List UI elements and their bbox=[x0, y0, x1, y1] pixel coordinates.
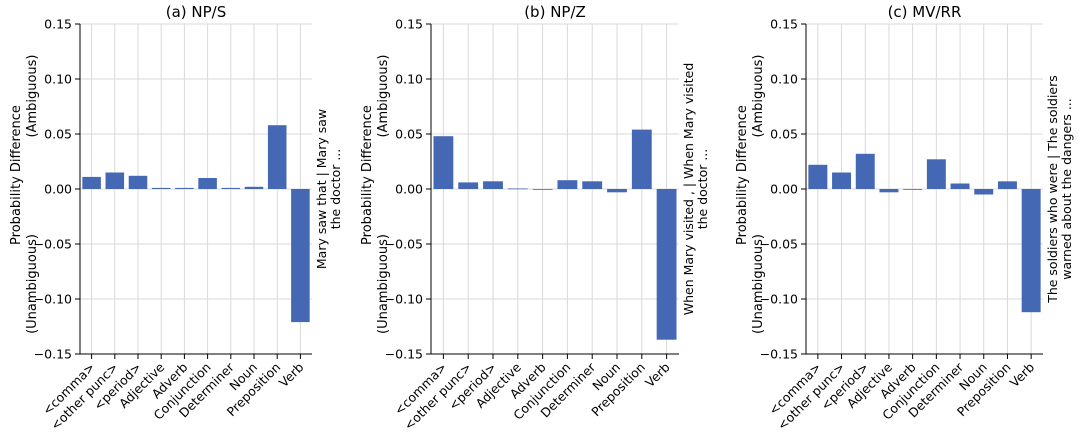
bar-verb bbox=[1021, 189, 1041, 313]
example-sentence-label-continued: the doctor ... bbox=[695, 149, 710, 230]
y-tick-label: 0.00 bbox=[395, 182, 423, 197]
x-tick-label: Verb bbox=[276, 359, 307, 390]
example-sentence-label: Mary saw that | Mary saw bbox=[314, 109, 329, 269]
chart-title: (c) MV/RR bbox=[888, 3, 962, 21]
chart-panel-3: −0.15−0.10−0.050.000.050.100.15<comma><o… bbox=[735, 3, 1074, 433]
y-axis-label-ambiguous: (Ambiguous) bbox=[376, 54, 391, 137]
chart-title: (b) NP/Z bbox=[524, 3, 586, 21]
y-tick-label: −0.15 bbox=[385, 347, 423, 362]
bar-comma bbox=[808, 164, 828, 189]
y-tick-label: −0.05 bbox=[760, 237, 798, 252]
y-tick-label: −0.05 bbox=[34, 237, 72, 252]
bar-otherpunc bbox=[105, 172, 125, 189]
bar-preposition bbox=[997, 181, 1017, 189]
bar-conjunction bbox=[926, 159, 946, 189]
y-axis-label-unambiguous: (Unambiguous) bbox=[25, 234, 40, 334]
chart-panel-1: −0.15−0.10−0.050.000.050.100.15<comma><o… bbox=[9, 3, 343, 433]
bar-otherpunc bbox=[832, 172, 852, 189]
y-tick-label: 0.05 bbox=[395, 127, 423, 142]
bar-noun bbox=[244, 186, 264, 189]
bar-conjunction bbox=[557, 180, 578, 189]
bar-preposition bbox=[631, 129, 652, 189]
y-tick-label: −0.10 bbox=[760, 292, 798, 307]
example-sentence-label-continued: the doctor ... bbox=[328, 149, 343, 230]
y-tick-label: −0.10 bbox=[34, 292, 72, 307]
y-axis-label-ambiguous: (Ambiguous) bbox=[751, 54, 766, 137]
bar-noun bbox=[607, 189, 627, 193]
bar-otherpunc bbox=[458, 182, 479, 189]
y-tick-label: 0.05 bbox=[770, 127, 798, 142]
x-tick-label: Verb bbox=[1007, 359, 1038, 390]
y-axis-label: Probability Difference bbox=[735, 105, 750, 245]
y-tick-label: 0.15 bbox=[395, 17, 423, 32]
bar-adverb bbox=[532, 189, 553, 190]
chart-title: (a) NP/S bbox=[166, 3, 227, 21]
bar-noun bbox=[974, 189, 994, 195]
y-tick-label: 0.15 bbox=[770, 17, 798, 32]
y-tick-label: 0.05 bbox=[44, 127, 72, 142]
bar-determiner bbox=[950, 183, 970, 189]
example-sentence-label: When Mary visited , | When Mary visited bbox=[681, 63, 696, 316]
y-tick-label: 0.10 bbox=[44, 72, 72, 87]
bar-determiner bbox=[221, 187, 241, 189]
example-sentence-label-continued: warned about the dangers ... bbox=[1059, 98, 1074, 280]
y-axis-label-unambiguous: (Unambiguous) bbox=[751, 234, 766, 334]
bar-period bbox=[483, 181, 503, 189]
y-tick-label: −0.05 bbox=[385, 237, 423, 252]
bar-period bbox=[128, 175, 148, 189]
bar-adjective bbox=[151, 187, 171, 189]
bar-period bbox=[855, 153, 875, 189]
y-tick-label: −0.10 bbox=[385, 292, 423, 307]
bar-verb bbox=[656, 189, 677, 340]
bar-adverb bbox=[903, 189, 923, 190]
x-tick-label: Verb bbox=[642, 359, 673, 390]
y-tick-label: 0.10 bbox=[395, 72, 423, 87]
bar-comma bbox=[433, 136, 454, 189]
y-tick-label: 0.00 bbox=[770, 182, 798, 197]
bar-adjective bbox=[507, 188, 528, 190]
bar-adverb bbox=[175, 187, 194, 189]
bar-conjunction bbox=[198, 178, 217, 189]
bar-comma bbox=[82, 176, 101, 189]
bar-preposition bbox=[267, 125, 287, 189]
y-axis-label-ambiguous: (Ambiguous) bbox=[25, 54, 40, 137]
chart-panel-2: −0.15−0.10−0.050.000.050.100.15<comma><o… bbox=[360, 3, 710, 433]
y-axis-label-unambiguous: (Unambiguous) bbox=[376, 234, 391, 334]
y-tick-label: 0.10 bbox=[770, 72, 798, 87]
bar-determiner bbox=[582, 181, 603, 189]
y-tick-label: 0.15 bbox=[44, 17, 72, 32]
example-sentence-label: The soldiers who were | The soldiers bbox=[1045, 75, 1060, 304]
y-tick-label: −0.15 bbox=[34, 347, 72, 362]
y-axis-label: Probability Difference bbox=[9, 105, 24, 245]
bar-adjective bbox=[879, 189, 899, 193]
y-tick-label: −0.15 bbox=[760, 347, 798, 362]
y-tick-label: 0.00 bbox=[44, 182, 72, 197]
y-axis-label: Probability Difference bbox=[360, 105, 375, 245]
bar-verb bbox=[291, 189, 310, 323]
